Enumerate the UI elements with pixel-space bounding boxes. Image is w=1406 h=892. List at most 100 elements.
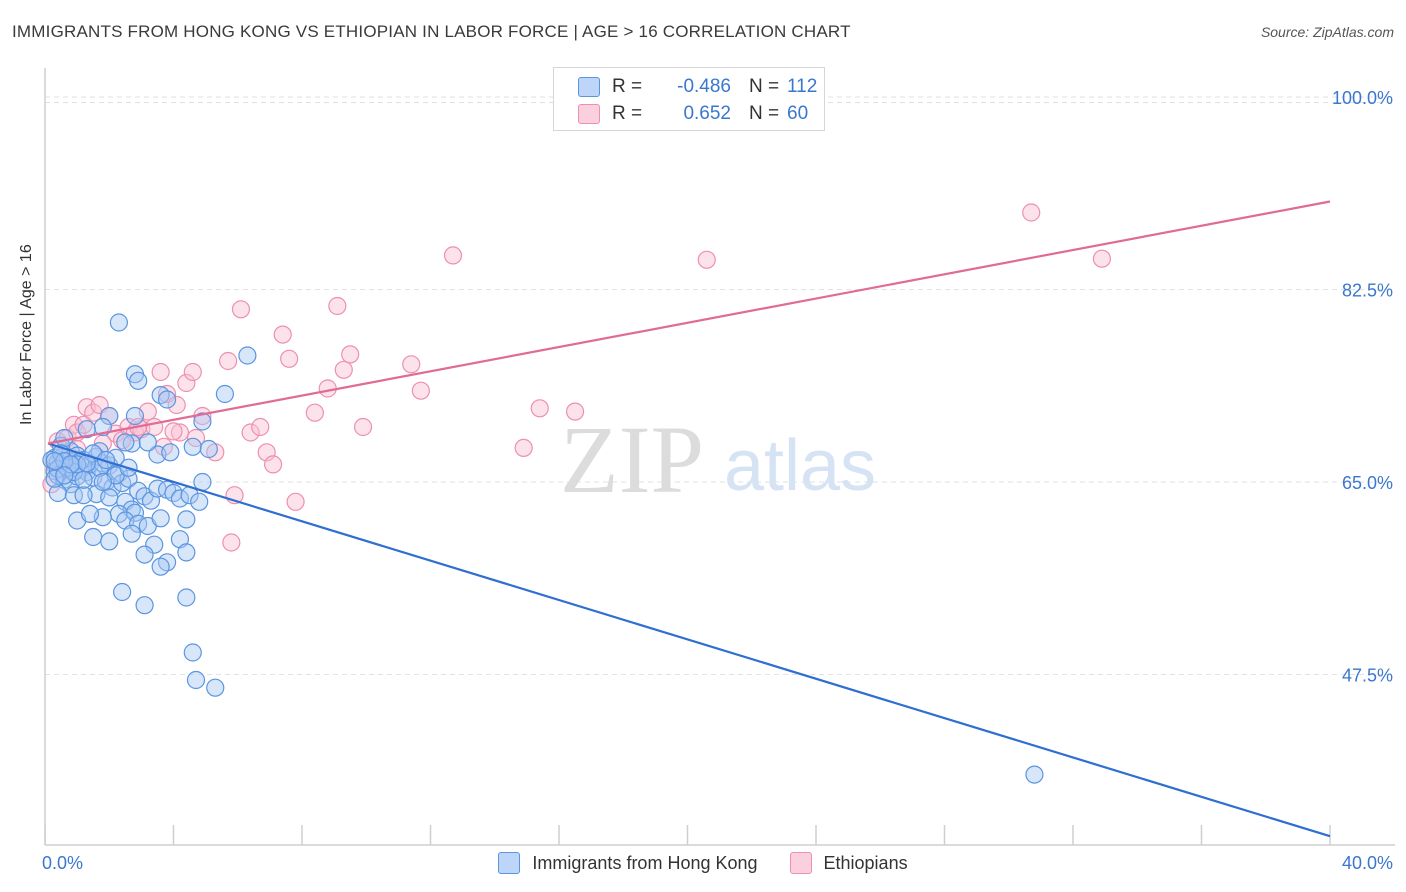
chart-title: IMMIGRANTS FROM HONG KONG VS ETHIOPIAN I… bbox=[12, 22, 851, 41]
hong-kong-point bbox=[199, 439, 218, 459]
source-label: Source: ZipAtlas.com bbox=[1260, 24, 1394, 40]
hong-kong-point bbox=[125, 406, 145, 426]
ethiopian-point bbox=[183, 362, 202, 382]
hong-kong-point bbox=[145, 535, 164, 554]
watermark-zip: ZIP bbox=[560, 406, 704, 513]
hong-kong-point bbox=[177, 588, 196, 607]
y-tick-label: 100.0% bbox=[1332, 88, 1393, 108]
legend-r-label: R = bbox=[612, 76, 643, 97]
ethiopian-point bbox=[334, 360, 353, 379]
watermark-atlas: atlas bbox=[724, 426, 876, 506]
y-axis-title: In Labor Force | Age > 16 bbox=[18, 244, 35, 425]
x-tick-label: 0.0% bbox=[42, 853, 83, 873]
legend-row-hong-kong: R = -0.486 N = 112 bbox=[578, 75, 817, 99]
hong-kong-point bbox=[45, 469, 64, 488]
ethiopian-point bbox=[286, 492, 305, 511]
y-tick-label: 65.0% bbox=[1342, 473, 1393, 493]
series-swatch-blue bbox=[498, 852, 521, 874]
legend-n-label: N = bbox=[749, 103, 780, 124]
hong-kong-point bbox=[1025, 765, 1044, 784]
legend-n-value: 60 bbox=[787, 103, 809, 124]
ethiopian-point bbox=[219, 351, 238, 371]
ethiopian-point bbox=[1022, 203, 1041, 222]
legend-swatch-pink bbox=[578, 104, 600, 124]
hong-kong-point bbox=[151, 557, 170, 576]
hong-kong-point bbox=[161, 443, 180, 462]
hong-kong-point bbox=[55, 466, 74, 485]
ethiopian-point bbox=[514, 438, 533, 457]
hong-kong-point bbox=[129, 371, 148, 390]
hong-kong-point bbox=[112, 582, 132, 602]
ethiopian-point bbox=[167, 395, 186, 415]
series-legend: Immigrants from Hong Kong Ethiopians bbox=[0, 852, 1406, 874]
series-legend-label: Ethiopians bbox=[823, 852, 908, 873]
hong-kong-point bbox=[45, 452, 64, 471]
ethiopian-point bbox=[263, 455, 283, 474]
ethiopian-point bbox=[251, 417, 270, 437]
legend-r-label: R = bbox=[612, 103, 643, 124]
legend-row-ethiopians: R = 0.652 N = 60 bbox=[578, 102, 808, 126]
hong-kong-point bbox=[183, 437, 202, 456]
hong-kong-point bbox=[151, 509, 170, 528]
ethiopian-point bbox=[411, 381, 430, 400]
hong-kong-point bbox=[138, 433, 157, 452]
correlation-legend: R = -0.486 N = 112 R = 0.652 N = 60 bbox=[553, 67, 825, 131]
series-legend-label: Immigrants from Hong Kong bbox=[532, 852, 758, 873]
data-points bbox=[42, 203, 1112, 784]
ethiopian-point bbox=[1092, 249, 1112, 268]
series-legend-item-hong-kong[interactable]: Immigrants from Hong Kong bbox=[498, 852, 758, 874]
ethiopian-point bbox=[565, 402, 585, 421]
ethiopian-point bbox=[164, 422, 183, 441]
hong-kong-point bbox=[48, 483, 67, 503]
trend-lines bbox=[47, 200, 1331, 838]
ethiopian-point bbox=[443, 246, 463, 265]
hong-kong-point bbox=[206, 678, 225, 697]
hong-kong-point bbox=[177, 510, 196, 529]
ethiopian-point bbox=[170, 423, 190, 442]
hong-kong-point bbox=[109, 313, 128, 332]
hong-kong-point bbox=[100, 532, 119, 551]
hong-kong-point bbox=[93, 472, 112, 492]
legend-swatch-blue bbox=[578, 77, 600, 97]
hong-kong-point bbox=[64, 486, 84, 505]
hong-kong-point bbox=[186, 670, 206, 690]
hong-kong-point bbox=[100, 488, 119, 507]
legend-r-value: 0.652 bbox=[683, 103, 731, 124]
ethiopian-point bbox=[341, 345, 360, 364]
y-tick-label: 82.5% bbox=[1342, 281, 1393, 301]
hong-kong-point bbox=[122, 434, 141, 453]
hong-kong-point bbox=[190, 492, 209, 511]
hong-kong-point bbox=[122, 524, 141, 543]
hong-kong-point bbox=[215, 384, 234, 404]
ethiopian-point bbox=[231, 300, 251, 319]
ethiopian-point bbox=[280, 349, 299, 368]
hong-kong-point bbox=[125, 503, 145, 522]
series-legend-item-ethiopians[interactable]: Ethiopians bbox=[789, 852, 908, 874]
ethiopian-trend-line bbox=[47, 200, 1331, 445]
hong-kong-point bbox=[170, 489, 190, 508]
ethiopian-point bbox=[328, 296, 347, 316]
grid-lines bbox=[45, 96, 1395, 675]
hong-kong-trend-line bbox=[47, 442, 1331, 838]
hong-kong-point bbox=[157, 390, 177, 409]
series-swatch-pink bbox=[789, 852, 812, 874]
hong-kong-point bbox=[55, 428, 74, 448]
ethiopian-point bbox=[305, 403, 324, 422]
hong-kong-point bbox=[135, 596, 154, 615]
hong-kong-point bbox=[96, 450, 116, 470]
ethiopian-point bbox=[222, 533, 241, 552]
hong-kong-point bbox=[100, 406, 119, 426]
ethiopian-point bbox=[241, 423, 260, 442]
hong-kong-point bbox=[74, 470, 93, 489]
hong-kong-point bbox=[135, 545, 154, 564]
hong-kong-point bbox=[77, 420, 96, 439]
ethiopian-point bbox=[177, 373, 196, 393]
x-tick-label: 40.0% bbox=[1342, 853, 1393, 873]
ethiopian-point bbox=[145, 417, 164, 437]
legend-r-value: -0.486 bbox=[677, 76, 731, 97]
y-tick-label: 47.5% bbox=[1342, 666, 1393, 686]
tick-labels: 47.5% 65.0% 82.5% 100.0% 0.0% 40.0% bbox=[42, 88, 1393, 873]
hong-kong-point bbox=[116, 433, 135, 452]
hong-kong-point bbox=[183, 643, 202, 662]
